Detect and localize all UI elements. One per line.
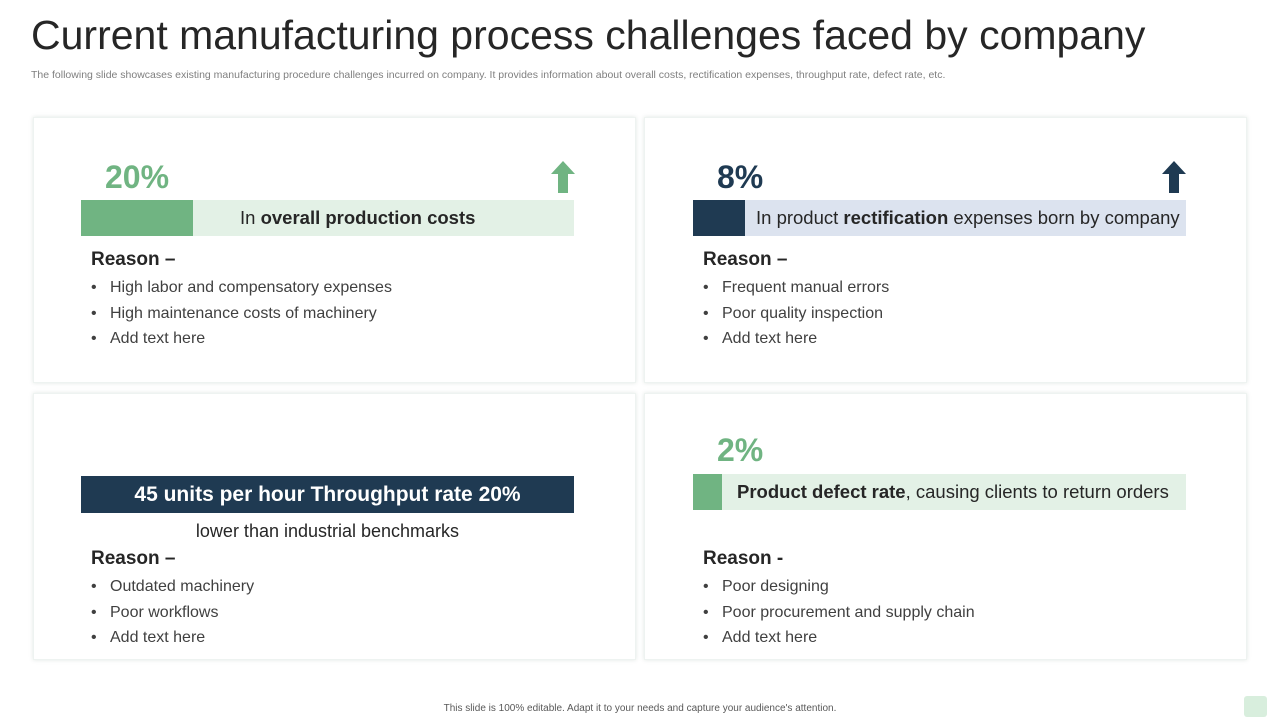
list-item: • High maintenance costs of machinery <box>91 301 392 327</box>
reason-list: • High labor and compensatory expenses • H… <box>91 275 392 352</box>
arrow-up-icon <box>551 161 575 193</box>
slide-footer: This slide is 100% editable. Adapt it to… <box>443 703 837 714</box>
bullet-icon: • <box>703 304 709 322</box>
highlight-bar-accent <box>81 200 193 236</box>
slide-subtitle: The following slide showcases existing m… <box>31 69 946 81</box>
highlight-bar-text: In overall production costs <box>240 207 476 228</box>
challenge-card-throughput-rate: 45 units per hour Throughput rate 20% lo… <box>33 393 636 660</box>
bullet-icon: • <box>91 603 97 621</box>
highlight-bar-accent <box>693 474 722 510</box>
reason-label: Reason - <box>703 548 784 569</box>
slide-corner-marker <box>1244 696 1267 717</box>
reason-label: Reason – <box>91 548 176 569</box>
reason-list: • Outdated machinery • Poor workflows • Add… <box>91 574 254 651</box>
bullet-icon: • <box>703 629 709 646</box>
percent-value: 20% <box>105 159 170 195</box>
bullet-icon: • <box>91 304 97 322</box>
reason-label: Reason – <box>91 249 176 270</box>
bullet-icon: • <box>91 578 97 595</box>
bullet-icon: • <box>703 279 709 296</box>
list-item: • High labor and compensatory expenses <box>91 275 392 301</box>
list-item: • Poor procurement and supply chain <box>703 600 975 626</box>
throughput-banner: 45 units per hour Throughput rate 20% <box>81 476 574 513</box>
slide-title: Current manufacturing process challenges… <box>31 12 1146 58</box>
percent-value: 2% <box>717 432 764 468</box>
reason-label: Reason – <box>703 249 788 270</box>
bullet-icon: • <box>91 279 97 296</box>
reason-list: • Frequent manual errors • Poor quality in… <box>703 275 889 352</box>
list-item: • Add text here <box>91 625 254 651</box>
bullet-icon: • <box>703 578 709 595</box>
bullet-icon: • <box>91 629 97 646</box>
benchmark-note: lower than industrial benchmarks <box>195 521 460 541</box>
challenge-card-defect-rate: 2% Product defect rate, causing clients … <box>644 393 1247 660</box>
bullet-icon: • <box>703 330 709 347</box>
list-item: • Add text here <box>703 625 975 651</box>
highlight-bar: In overall production costs <box>81 200 574 236</box>
list-item: • Outdated machinery <box>91 574 254 600</box>
bullet-icon: • <box>703 603 709 621</box>
highlight-bar: In product rectification expenses born b… <box>693 200 1186 236</box>
challenge-card-production-costs: 20% In overall production costs Reason –… <box>33 117 636 383</box>
highlight-bar: Product defect rate, causing clients to … <box>693 474 1186 510</box>
list-item: • Frequent manual errors <box>703 275 889 301</box>
list-item: • Add text here <box>703 326 889 352</box>
bullet-icon: • <box>91 330 97 347</box>
list-item: • Add text here <box>91 326 392 352</box>
challenge-card-rectification-expenses: 8% In product rectification expenses bor… <box>644 117 1247 383</box>
highlight-bar-text: In product rectification expenses born b… <box>756 207 1180 228</box>
highlight-bar-text: Product defect rate, causing clients to … <box>737 481 1169 502</box>
list-item: • Poor workflows <box>91 600 254 626</box>
highlight-bar-accent <box>693 200 745 236</box>
percent-value: 8% <box>717 159 764 195</box>
reason-list: • Poor designing • Poor procurement and su… <box>703 574 975 651</box>
list-item: • Poor designing <box>703 574 975 600</box>
list-item: • Poor quality inspection <box>703 301 889 327</box>
arrow-up-icon <box>1162 161 1186 193</box>
